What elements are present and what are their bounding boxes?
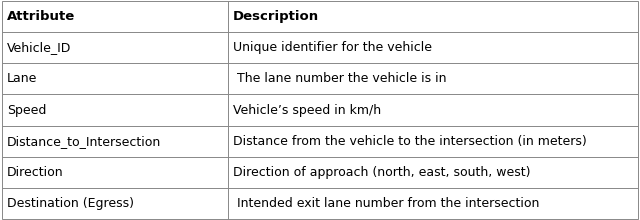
Text: Vehicle’s speed in km/h: Vehicle’s speed in km/h bbox=[233, 103, 381, 117]
Text: Lane: Lane bbox=[7, 72, 37, 85]
Text: Distance from the vehicle to the intersection (in meters): Distance from the vehicle to the interse… bbox=[233, 135, 587, 148]
Text: Vehicle_ID: Vehicle_ID bbox=[7, 41, 72, 54]
Text: Direction: Direction bbox=[7, 166, 63, 179]
Text: Intended exit lane number from the intersection: Intended exit lane number from the inter… bbox=[233, 197, 540, 210]
Text: Distance_to_Intersection: Distance_to_Intersection bbox=[7, 135, 161, 148]
Text: Attribute: Attribute bbox=[7, 10, 76, 23]
Text: Speed: Speed bbox=[7, 103, 47, 117]
Text: Description: Description bbox=[233, 10, 319, 23]
Text: Unique identifier for the vehicle: Unique identifier for the vehicle bbox=[233, 41, 432, 54]
Text: The lane number the vehicle is in: The lane number the vehicle is in bbox=[233, 72, 446, 85]
Text: Direction of approach (north, east, south, west): Direction of approach (north, east, sout… bbox=[233, 166, 531, 179]
Text: Destination (Egress): Destination (Egress) bbox=[7, 197, 134, 210]
